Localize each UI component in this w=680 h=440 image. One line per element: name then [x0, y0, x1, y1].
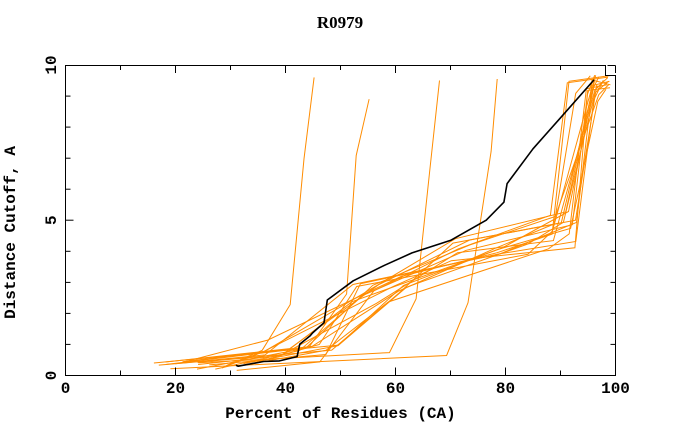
svg-text:80: 80 [496, 380, 515, 398]
svg-text:0: 0 [61, 380, 71, 398]
svg-text:40: 40 [276, 380, 295, 398]
svg-text:Distance Cutoff, A: Distance Cutoff, A [2, 146, 20, 319]
svg-text:60: 60 [386, 380, 405, 398]
svg-text:5: 5 [43, 215, 61, 225]
svg-text:Percent of Residues (CA): Percent of Residues (CA) [225, 405, 455, 423]
svg-text:100: 100 [601, 380, 630, 398]
svg-text:R0979: R0979 [317, 13, 363, 32]
svg-text:20: 20 [166, 380, 185, 398]
svg-text:0: 0 [43, 371, 61, 381]
svg-text:10: 10 [43, 55, 61, 74]
